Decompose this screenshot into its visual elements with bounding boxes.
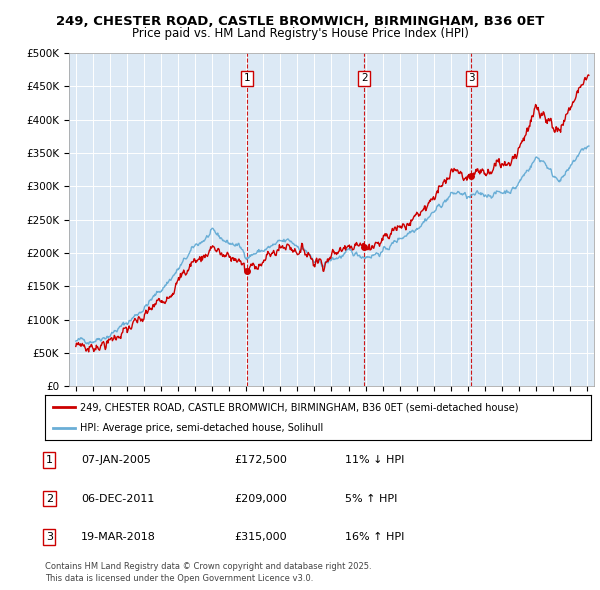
Text: Price paid vs. HM Land Registry's House Price Index (HPI): Price paid vs. HM Land Registry's House … [131,27,469,40]
Text: 1: 1 [46,455,53,465]
Text: 06-DEC-2011: 06-DEC-2011 [81,494,154,503]
Text: 249, CHESTER ROAD, CASTLE BROMWICH, BIRMINGHAM, B36 0ET (semi-detached house): 249, CHESTER ROAD, CASTLE BROMWICH, BIRM… [80,402,519,412]
Text: £209,000: £209,000 [234,494,287,503]
Text: 11% ↓ HPI: 11% ↓ HPI [345,455,404,465]
Text: Contains HM Land Registry data © Crown copyright and database right 2025.
This d: Contains HM Land Registry data © Crown c… [45,562,371,583]
Text: 2: 2 [46,494,53,503]
Text: £315,000: £315,000 [234,532,287,542]
Text: 16% ↑ HPI: 16% ↑ HPI [345,532,404,542]
Text: 1: 1 [244,73,250,83]
Text: 07-JAN-2005: 07-JAN-2005 [81,455,151,465]
Text: 3: 3 [468,73,475,83]
Text: HPI: Average price, semi-detached house, Solihull: HPI: Average price, semi-detached house,… [80,422,324,432]
Text: 2: 2 [361,73,368,83]
Text: 19-MAR-2018: 19-MAR-2018 [81,532,156,542]
Text: 249, CHESTER ROAD, CASTLE BROMWICH, BIRMINGHAM, B36 0ET: 249, CHESTER ROAD, CASTLE BROMWICH, BIRM… [56,15,544,28]
Text: 5% ↑ HPI: 5% ↑ HPI [345,494,397,503]
Text: 3: 3 [46,532,53,542]
Text: £172,500: £172,500 [234,455,287,465]
